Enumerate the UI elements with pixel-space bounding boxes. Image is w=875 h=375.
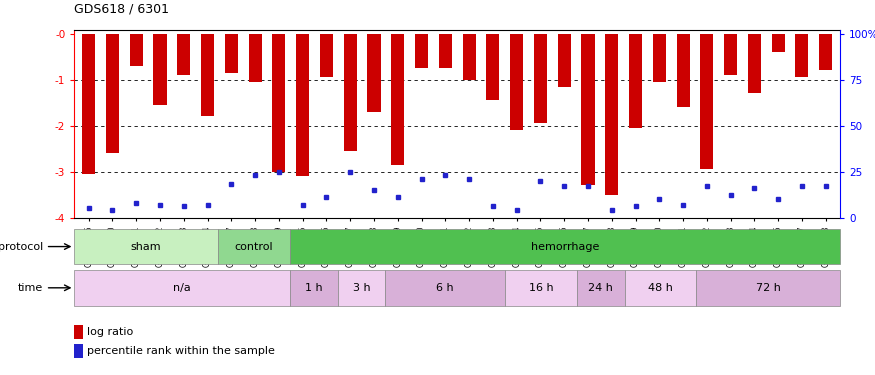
Text: sham: sham xyxy=(131,242,162,252)
Bar xyxy=(772,34,785,52)
Bar xyxy=(74,344,83,358)
Bar xyxy=(577,270,625,306)
Bar xyxy=(201,34,214,116)
Bar xyxy=(130,34,143,66)
Bar xyxy=(368,34,381,112)
Bar xyxy=(700,34,713,169)
Text: protocol: protocol xyxy=(0,242,43,252)
Bar xyxy=(248,34,262,82)
Bar xyxy=(178,34,190,75)
Text: 48 h: 48 h xyxy=(648,283,673,293)
Text: hemorrhage: hemorrhage xyxy=(530,242,599,252)
Text: 6 h: 6 h xyxy=(437,283,454,293)
Text: percentile rank within the sample: percentile rank within the sample xyxy=(87,346,275,356)
Bar xyxy=(74,229,218,264)
Bar xyxy=(629,34,642,128)
Bar xyxy=(296,34,309,176)
Text: 72 h: 72 h xyxy=(756,283,780,293)
Text: control: control xyxy=(234,242,273,252)
Bar xyxy=(153,34,166,105)
Bar xyxy=(290,229,840,264)
Bar xyxy=(653,34,666,82)
Bar xyxy=(676,34,690,107)
Bar xyxy=(463,34,476,80)
Bar xyxy=(505,270,577,306)
Text: 24 h: 24 h xyxy=(588,283,613,293)
Bar xyxy=(819,34,832,70)
Bar xyxy=(438,34,452,68)
Text: 3 h: 3 h xyxy=(353,283,370,293)
Bar xyxy=(74,270,290,306)
Text: n/a: n/a xyxy=(173,283,191,293)
Bar xyxy=(272,34,285,171)
Bar xyxy=(557,34,570,87)
Text: 1 h: 1 h xyxy=(304,283,323,293)
Bar xyxy=(225,34,238,73)
Bar xyxy=(724,34,737,75)
Bar xyxy=(391,34,404,165)
Bar xyxy=(74,325,83,339)
Text: time: time xyxy=(18,283,43,293)
Bar xyxy=(218,229,290,264)
Bar xyxy=(606,34,619,195)
Bar xyxy=(748,34,761,93)
Bar xyxy=(385,270,505,306)
Text: 16 h: 16 h xyxy=(528,283,553,293)
Bar xyxy=(338,270,385,306)
Bar xyxy=(534,34,547,123)
Text: log ratio: log ratio xyxy=(87,327,133,337)
Bar xyxy=(581,34,594,185)
Bar xyxy=(290,270,338,306)
Bar xyxy=(510,34,523,130)
Bar xyxy=(487,34,500,101)
Bar xyxy=(106,34,119,153)
Bar xyxy=(625,270,696,306)
Bar xyxy=(415,34,428,68)
Bar xyxy=(344,34,357,151)
Text: GDS618 / 6301: GDS618 / 6301 xyxy=(74,2,170,15)
Bar xyxy=(82,34,95,174)
Bar xyxy=(696,270,840,306)
Bar xyxy=(320,34,333,77)
Bar xyxy=(795,34,808,77)
